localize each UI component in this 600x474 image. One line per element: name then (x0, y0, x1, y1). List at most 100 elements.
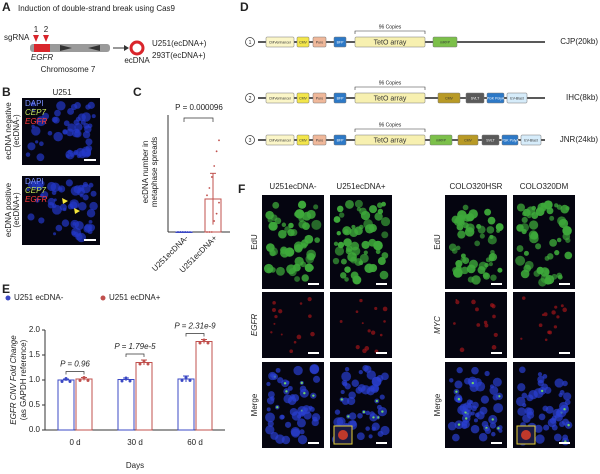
cell (371, 422, 380, 431)
data-point (179, 231, 182, 233)
cell (478, 261, 488, 271)
cell (312, 375, 321, 383)
construct-number: 3 (249, 138, 252, 144)
foci (455, 390, 458, 393)
cell (542, 405, 549, 412)
cell (368, 263, 378, 273)
arrowhead (74, 208, 80, 214)
cell (314, 237, 320, 243)
cell (554, 305, 558, 309)
bar (135, 362, 153, 431)
cell (544, 255, 550, 261)
replicate-dot (60, 380, 64, 383)
cell (273, 322, 276, 325)
construct-part (457, 134, 479, 146)
construct-name: IHC(8kb) (566, 93, 598, 102)
cell (526, 206, 536, 216)
replicate-dot (82, 376, 86, 379)
rotated-label: EGFR (250, 314, 259, 336)
sig-bracket (65, 371, 85, 375)
cell (476, 323, 481, 327)
cell (55, 224, 63, 232)
cell (278, 229, 287, 239)
cell (310, 331, 315, 337)
cell (88, 182, 94, 188)
panel-label: D (240, 0, 249, 14)
cell (347, 252, 357, 262)
cell (544, 338, 548, 342)
replicate-dot (142, 359, 146, 363)
cell (556, 272, 563, 279)
replicate-dot (128, 379, 132, 383)
foci (340, 398, 343, 401)
cell (30, 101, 36, 107)
cell (345, 245, 353, 253)
cell (382, 306, 388, 312)
cell (480, 395, 490, 404)
construct-part (312, 92, 327, 104)
cell (290, 394, 295, 400)
cell (270, 431, 279, 440)
copies-bracket (354, 30, 426, 34)
foci (285, 390, 288, 393)
cell (462, 204, 469, 211)
construct-part (296, 92, 310, 104)
rotated-label: (as GAPDH reference) (19, 339, 28, 420)
rotated-label: ecDNA number in (141, 141, 150, 204)
foci (300, 381, 304, 385)
cell (67, 149, 72, 155)
cell (270, 331, 273, 334)
construct-number: 1 (249, 40, 252, 46)
cell (535, 243, 542, 250)
rotated-label: EGFR CNV Fold Change (9, 335, 18, 425)
cell (265, 425, 275, 435)
cell (528, 220, 539, 230)
cell (447, 421, 457, 431)
foci (497, 427, 500, 430)
data-point (206, 194, 208, 197)
part-label: PGK PolyA (487, 96, 505, 100)
axis-label: EGFR CNV Fold Change (9, 335, 18, 425)
cell (490, 249, 495, 255)
p-value: P = 0.000096 (175, 103, 223, 112)
row-label: ecDNA negative (4, 102, 13, 160)
foci (375, 399, 379, 403)
replicate-dot (78, 379, 82, 382)
part-label: TetO array (374, 95, 407, 102)
construct-part (520, 134, 542, 146)
cell (464, 227, 475, 237)
data-point (213, 220, 216, 222)
cell (379, 333, 383, 337)
cell (302, 211, 312, 221)
bar (195, 341, 213, 431)
cell (475, 307, 479, 312)
y-tick-label: 2.0 (29, 325, 41, 334)
cell (556, 315, 560, 319)
data-point (208, 231, 211, 233)
replicate-dot (68, 380, 72, 383)
cell (362, 364, 369, 372)
cell (544, 386, 552, 394)
panel-label: C (133, 85, 142, 99)
replicate-dot (202, 338, 206, 342)
cell (87, 101, 95, 109)
cell (281, 222, 287, 227)
cell (365, 410, 370, 416)
part-label: SVLT (471, 96, 480, 100)
foci (567, 423, 570, 427)
label: Chromosome 7 (41, 65, 96, 74)
data-point (206, 231, 208, 233)
data-point (210, 231, 213, 233)
foci (465, 417, 468, 420)
cell (309, 364, 320, 375)
cell (47, 197, 56, 206)
row-label: (ecDNA+) (12, 192, 21, 228)
egfr-locus (34, 44, 50, 52)
cell (562, 434, 569, 441)
cell (358, 260, 364, 266)
construct-part (333, 134, 347, 146)
foci (303, 391, 306, 395)
cell (522, 296, 526, 300)
cell (53, 131, 63, 142)
legend-marker (5, 295, 11, 301)
